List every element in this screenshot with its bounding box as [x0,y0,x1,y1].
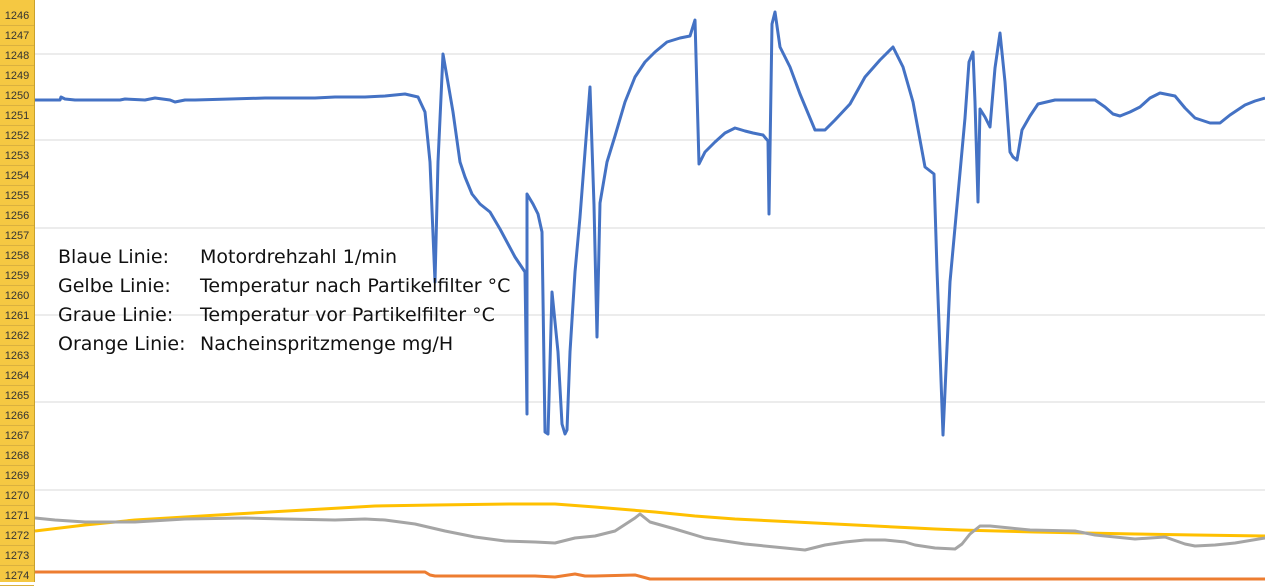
row-number[interactable]: 1260 [0,286,34,306]
legend-value: Nacheinspritzmenge mg/H [200,333,454,355]
row-number[interactable]: 1252 [0,126,34,146]
series-line-0 [35,10,1265,437]
row-number[interactable]: 1263 [0,346,34,366]
row-number[interactable]: 1262 [0,326,34,346]
row-number[interactable]: 1255 [0,186,34,206]
legend-value: Motordrehzahl 1/min [200,246,398,268]
legend-value: Temperatur nach Partikelfilter °C [200,275,511,297]
row-number[interactable]: 1273 [0,546,34,566]
row-number[interactable]: 1265 [0,386,34,406]
series-line-3 [35,570,1265,581]
row-number[interactable]: 1266 [0,406,34,426]
row-number[interactable]: 1246 [0,6,34,26]
row-number[interactable]: 1250 [0,86,34,106]
legend-key: Orange Linie: [58,333,186,355]
gridlines [35,53,1265,491]
legend-key: Blaue Linie: [58,246,170,268]
row-number[interactable]: 1264 [0,366,34,386]
series-layer [35,10,1265,581]
row-number[interactable]: 1254 [0,166,34,186]
row-number[interactable]: 1247 [0,26,34,46]
row-number[interactable]: 1258 [0,246,34,266]
row-number[interactable]: 1261 [0,306,34,326]
line-chart [35,10,1265,581]
row-number[interactable]: 1253 [0,146,34,166]
row-number[interactable]: 1257 [0,226,34,246]
row-number[interactable]: 1269 [0,466,34,486]
row-number[interactable]: 1249 [0,66,34,86]
row-number[interactable]: 1272 [0,526,34,546]
legend-key: Gelbe Linie: [58,275,171,297]
row-number[interactable]: 1251 [0,106,34,126]
row-number-gutter: 1246 1247 1248 1249 1250 1251 1252 1253 1254 1255… [0,0,35,586]
row-number[interactable]: 1259 [0,266,34,286]
row-number[interactable]: 1270 [0,486,34,506]
row-number[interactable]: 1271 [0,506,34,526]
legend-key: Graue Linie: [58,304,174,326]
series-line-2 [35,512,1265,552]
series-line-1 [35,502,1265,538]
row-number[interactable]: 1248 [0,46,34,66]
legend-value: Temperatur vor Partikelfilter °C [200,304,495,326]
row-number[interactable]: 1268 [0,446,34,466]
row-number[interactable]: 1256 [0,206,34,226]
row-number[interactable]: 1274 [0,566,34,586]
row-number[interactable]: 1267 [0,426,34,446]
